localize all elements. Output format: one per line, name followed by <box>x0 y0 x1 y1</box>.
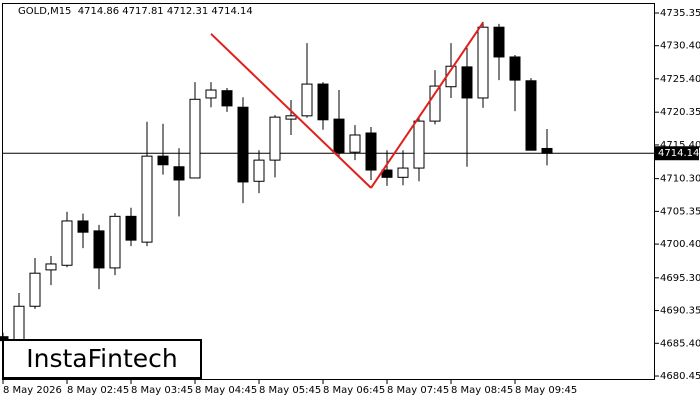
x-tick-label: 8 May 03:45 <box>131 385 193 396</box>
candle-body <box>413 120 425 169</box>
plot-frame <box>2 3 655 380</box>
candle-body <box>157 155 169 166</box>
y-tick-label: 4700.40 <box>660 239 700 250</box>
candle-body <box>493 26 505 58</box>
candle-body <box>285 115 297 120</box>
candle-body <box>45 263 57 271</box>
candle-body <box>381 169 393 178</box>
y-tick-label: 4685.40 <box>660 338 700 349</box>
candle-body <box>525 80 537 151</box>
pattern-line <box>210 33 372 189</box>
watermark-box <box>2 339 202 379</box>
current-price-label: 4714.14 <box>658 148 699 159</box>
y-tick-label: 4680.45 <box>660 371 700 382</box>
candle-body <box>541 147 553 154</box>
candle-body <box>109 215 121 269</box>
x-tick-label: 8 May 08:45 <box>451 385 513 396</box>
x-tick-label: 8 May 02:45 <box>67 385 129 396</box>
x-tick-label: 8 May 07:45 <box>387 385 449 396</box>
candle-body <box>173 166 185 181</box>
candle-body <box>349 134 361 153</box>
x-tick-label: 8 May 2026 <box>3 385 62 396</box>
candle-body <box>13 305 25 345</box>
candle-body <box>93 230 105 269</box>
candle-body <box>429 85 441 122</box>
x-tick-label: 8 May 06:45 <box>323 385 385 396</box>
candle-body <box>509 56 521 81</box>
candle-body <box>269 116 281 161</box>
candle-body <box>29 272 41 307</box>
y-tick-label: 4710.30 <box>660 174 700 185</box>
candle-body <box>189 98 201 179</box>
y-tick-label: 4705.35 <box>660 206 700 217</box>
y-tick-label: 4715.40 <box>660 140 700 151</box>
candle-body <box>61 220 73 266</box>
candle-body <box>221 90 233 107</box>
candle-body <box>253 159 265 182</box>
watermark: InstaFintech <box>26 344 178 373</box>
pattern-line <box>370 22 484 189</box>
y-tick-label: 4735.35 <box>660 8 700 19</box>
x-tick-label: 8 May 04:45 <box>195 385 257 396</box>
candle-body <box>397 167 409 178</box>
candle-body <box>461 66 473 99</box>
candle-body <box>301 83 313 117</box>
candle-body <box>237 106 249 183</box>
current-price-box <box>655 146 699 161</box>
y-tick-label: 4720.35 <box>660 107 700 118</box>
candle-body <box>333 118 345 154</box>
y-tick-label: 4690.35 <box>660 306 700 317</box>
candle-body <box>317 83 329 121</box>
x-tick-label: 8 May 09:45 <box>515 385 577 396</box>
candle-body <box>365 132 377 171</box>
y-tick-label: 4725.40 <box>660 74 700 85</box>
x-tick-label: 8 May 05:45 <box>259 385 321 396</box>
candle-body <box>77 220 89 233</box>
y-tick-label: 4695.30 <box>660 273 700 284</box>
candle-body <box>205 89 217 99</box>
y-tick-label: 4730.40 <box>660 41 700 52</box>
candle-body <box>141 155 153 243</box>
candle-body <box>125 215 137 241</box>
candle-body <box>477 26 489 99</box>
chart-header: GOLD,M15 4714.86 4717.81 4712.31 4714.14 <box>18 6 253 17</box>
